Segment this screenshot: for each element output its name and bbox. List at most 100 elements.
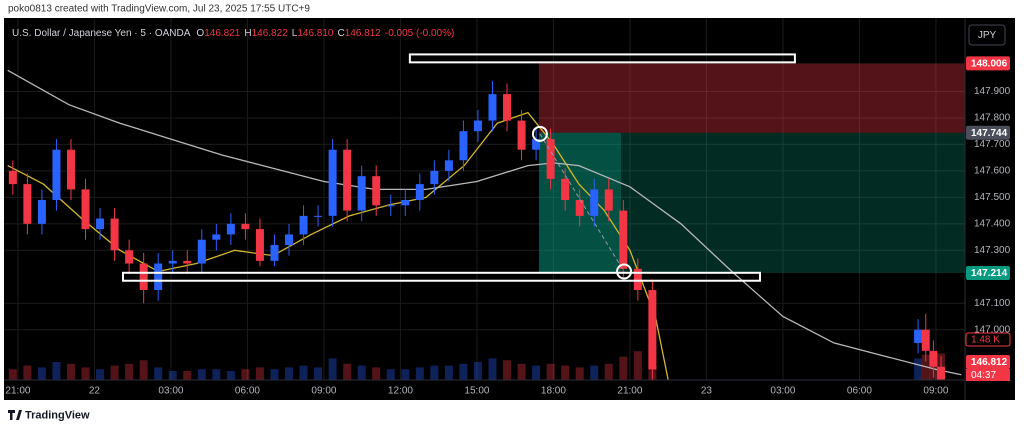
candle-body xyxy=(633,268,642,290)
volume-bar xyxy=(154,367,163,380)
ohlc-key: L xyxy=(292,28,298,39)
price-tag-label: 147.744 xyxy=(971,128,1008,139)
volume-bar xyxy=(328,358,337,380)
candle-body xyxy=(343,149,352,211)
volume-bar xyxy=(604,363,613,380)
volume-bar xyxy=(372,367,381,380)
candle-body xyxy=(937,366,946,380)
volume-bar xyxy=(430,365,439,380)
ohlc-value: 146.821 xyxy=(204,28,241,39)
volume-bar xyxy=(23,365,32,380)
symbol-title: U.S. Dollar / Japanese Yen · 5 · OANDA O1… xyxy=(12,28,454,39)
candle-body xyxy=(168,260,177,264)
chart-background xyxy=(4,18,1015,400)
x-tick-label: 12:00 xyxy=(388,386,413,397)
candle-body xyxy=(459,131,468,161)
candle-body xyxy=(386,205,395,207)
candle-body xyxy=(314,215,323,217)
volume-bar xyxy=(241,369,250,380)
candle-body xyxy=(604,189,613,211)
candle-body xyxy=(212,234,221,240)
candle-body xyxy=(532,139,541,150)
stop-zone xyxy=(538,63,965,133)
marker-circle xyxy=(616,263,633,280)
candle-body xyxy=(561,178,570,200)
price-tag-label: 147.214 xyxy=(971,268,1008,279)
x-tick-label: 21:00 xyxy=(617,386,642,397)
candle-body xyxy=(23,184,32,224)
volume-bar xyxy=(139,360,148,380)
x-tick-label: 03:00 xyxy=(158,386,183,397)
candle-body xyxy=(328,149,337,216)
x-tick-label: 15:00 xyxy=(464,386,489,397)
candle-body xyxy=(299,215,308,235)
y-tick-label: 147.600 xyxy=(974,166,1011,177)
ohlc-key: C xyxy=(337,28,344,39)
moving-average xyxy=(7,69,962,376)
volume-bar xyxy=(575,367,584,380)
candle-body xyxy=(473,120,482,132)
symbol-name: U.S. Dollar / Japanese Yen · 5 · OANDA xyxy=(12,28,191,39)
volume-bar xyxy=(914,358,923,380)
candle-body xyxy=(255,229,264,261)
candle-body xyxy=(372,176,381,206)
volume-bar xyxy=(226,371,235,380)
volume-bar xyxy=(212,369,221,380)
candle-body xyxy=(921,329,930,351)
volume-bar xyxy=(37,367,46,380)
volume-bar xyxy=(473,362,482,380)
x-tick-label: 09:00 xyxy=(311,386,336,397)
volume-bar xyxy=(532,365,541,380)
volume-tag-label: 1.48 K xyxy=(971,335,1000,346)
y-tick-label: 147.500 xyxy=(974,192,1011,203)
level-zone xyxy=(408,53,796,64)
candle-body xyxy=(488,94,497,121)
volume-bar xyxy=(197,369,206,380)
currency-box[interactable] xyxy=(968,24,1006,46)
logo-icon xyxy=(8,410,22,420)
marker-circle xyxy=(531,125,548,142)
volume-bar xyxy=(401,369,410,380)
volume-bar xyxy=(561,365,570,380)
y-tick-label: 147.800 xyxy=(974,113,1011,124)
candle-body xyxy=(226,223,235,235)
candle-body xyxy=(139,263,148,290)
volume-bar xyxy=(270,369,279,380)
volume-bar xyxy=(299,365,308,380)
volume-bar xyxy=(96,369,105,380)
ohlc-value: 146.810 xyxy=(297,28,334,39)
candle-body xyxy=(929,350,938,367)
candle-body xyxy=(241,223,250,230)
x-tick-label: 18:00 xyxy=(541,386,566,397)
y-tick-label: 147.900 xyxy=(974,86,1011,97)
grid xyxy=(4,18,965,380)
price-tag xyxy=(966,266,1010,281)
volume-bar xyxy=(81,367,90,380)
countdown-label: 04:37 xyxy=(971,370,996,381)
price-tag-label: 146.812 xyxy=(971,357,1008,368)
candle-body xyxy=(590,189,599,216)
footer-logo: TradingView xyxy=(8,409,90,421)
x-tick-label: 09:00 xyxy=(923,386,948,397)
ohlc-value: 146.822 xyxy=(252,28,289,39)
ohlc-key: H xyxy=(244,28,251,39)
y-tick-label: 147.000 xyxy=(974,324,1011,335)
trade-link xyxy=(539,133,625,272)
price-tag xyxy=(966,355,1010,369)
candle-body xyxy=(401,200,410,206)
candle-body xyxy=(8,170,17,185)
volume-bar xyxy=(546,363,555,380)
footer-text: TradingView xyxy=(25,409,90,421)
candle-body xyxy=(357,176,366,211)
candle-body xyxy=(575,200,584,216)
x-tick-label: 23 xyxy=(701,386,713,397)
y-tick-label: 147.400 xyxy=(974,218,1011,229)
volume-bar xyxy=(386,369,395,380)
volume-bar xyxy=(285,367,294,380)
y-tick-label: 147.700 xyxy=(974,139,1011,150)
volume-bar xyxy=(255,367,264,380)
candle-body xyxy=(81,189,90,230)
y-tick-label: 147.300 xyxy=(974,245,1011,256)
candle-body xyxy=(430,170,439,185)
